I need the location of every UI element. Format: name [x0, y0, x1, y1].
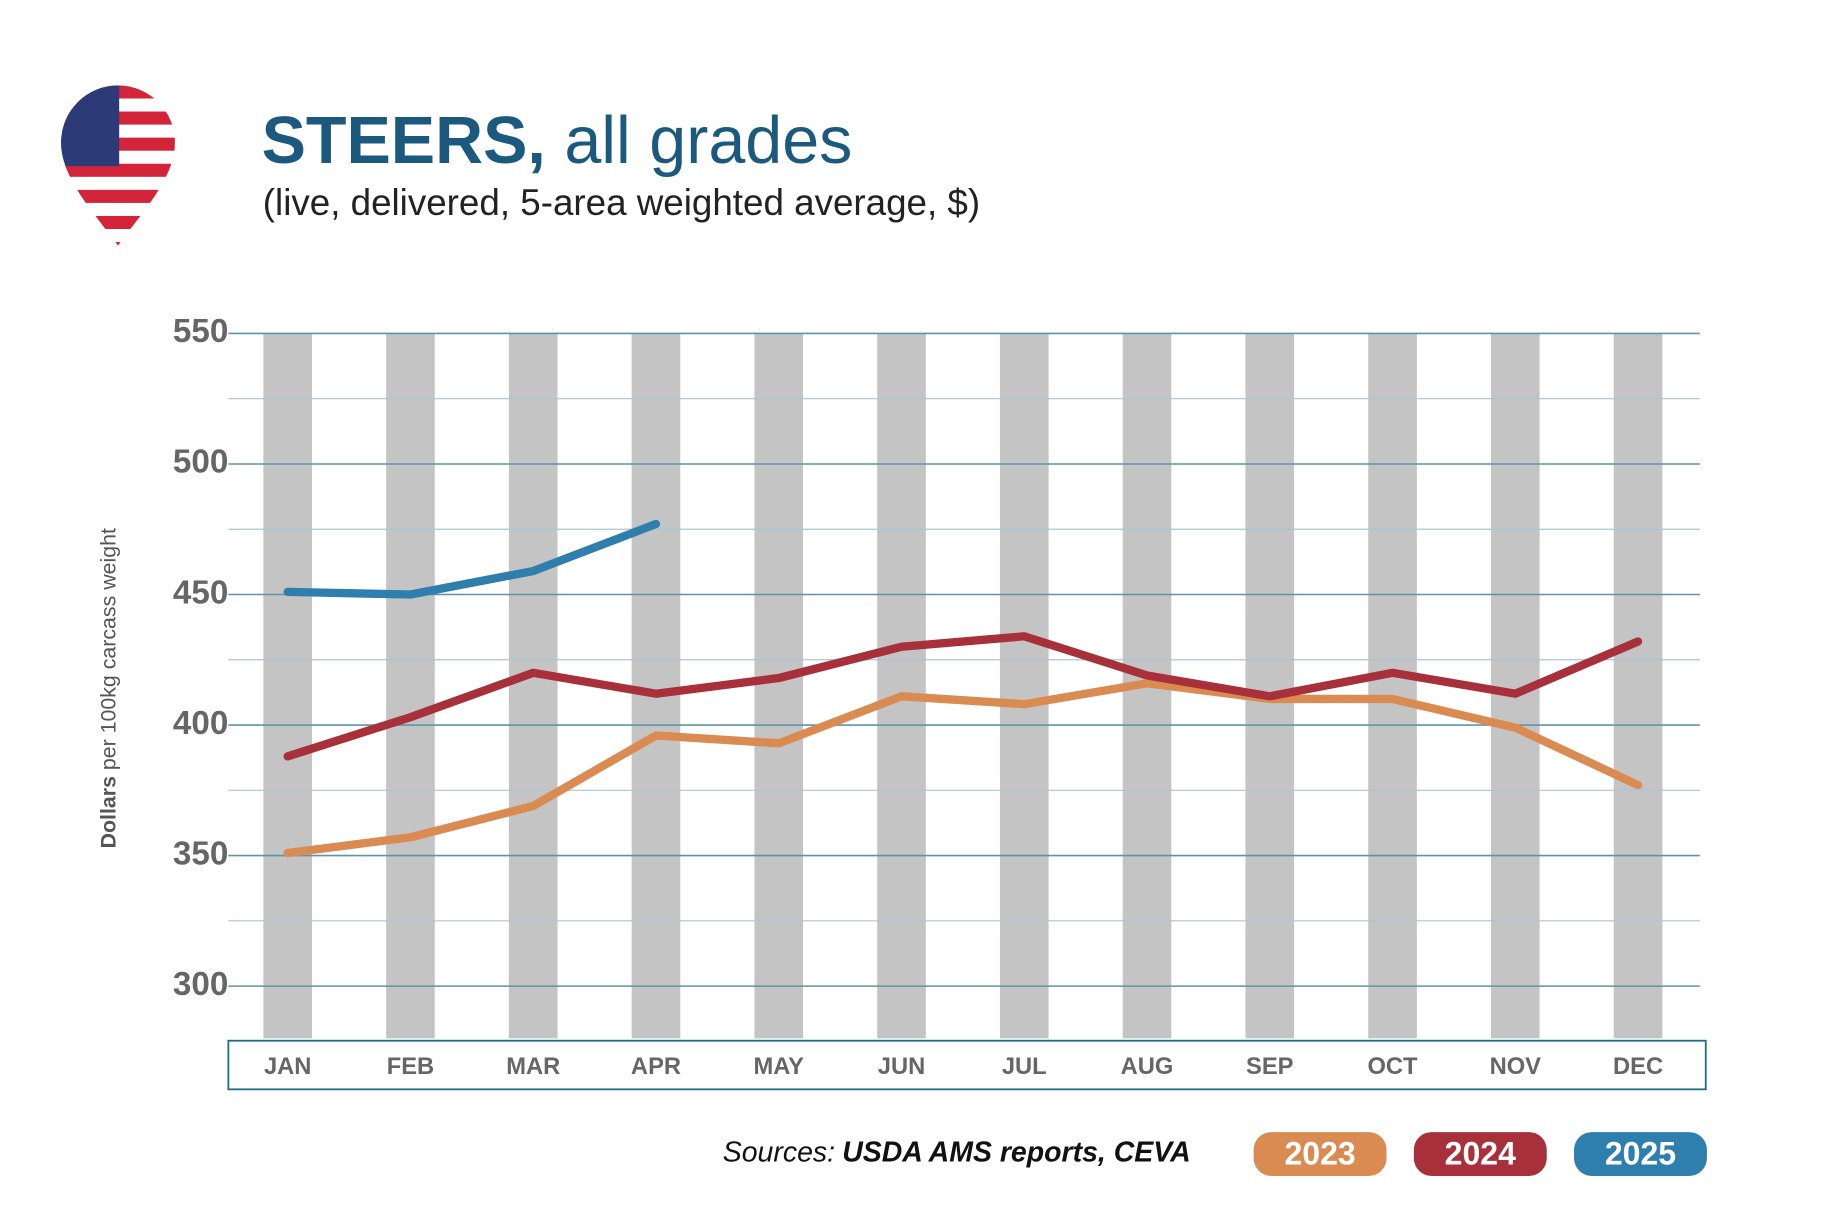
- column-band: [508, 333, 558, 1039]
- series-line: [283, 679, 1643, 858]
- chart-subtitle: (live, delivered, 5-area weighted averag…: [263, 182, 980, 223]
- legend-swatch: [1413, 1132, 1547, 1176]
- column-band: [877, 333, 926, 1039]
- x-tick-label: MAR: [506, 1054, 560, 1080]
- x-tick-label: NOV: [1490, 1054, 1542, 1080]
- x-tick-label: JAN: [264, 1054, 311, 1080]
- source-text: USDA AMS reports, CEVA: [842, 1136, 1191, 1168]
- column-band: [1368, 333, 1417, 1039]
- title-rest: all grades: [546, 103, 853, 177]
- x-tick-label: MAY: [753, 1054, 804, 1080]
- flag-icon: [61, 85, 175, 246]
- x-axis-box: [227, 1039, 1707, 1091]
- legend-label: 2023: [1284, 1135, 1355, 1171]
- column-band: [631, 333, 681, 1039]
- title-bold: STEERS,: [262, 103, 546, 177]
- y-tick-label: 400: [173, 705, 228, 742]
- x-tick-label: FEB: [387, 1054, 434, 1080]
- x-tick-label: JUN: [878, 1054, 925, 1080]
- chart-title: STEERS, all grades: [262, 103, 853, 177]
- y-tick-label: 500: [173, 444, 228, 481]
- column-band: [1245, 333, 1295, 1039]
- y-label-rest: per 100kg carcass weight: [96, 528, 120, 776]
- column-band: [1613, 333, 1663, 1039]
- x-tick-label: OCT: [1367, 1054, 1418, 1080]
- y-label-bold: Dollars: [96, 776, 120, 848]
- legend-swatch: [1574, 1132, 1707, 1176]
- column-band: [386, 333, 435, 1039]
- y-tick-label: 350: [173, 835, 228, 872]
- y-axis-label: Dollars per 100kg carcass weight: [96, 528, 120, 848]
- series-line: [283, 519, 661, 599]
- source-note: Sources: USDA AMS reports, CEVA: [723, 1136, 1191, 1168]
- source-label: Sources:: [723, 1136, 835, 1168]
- column-band: [754, 333, 804, 1039]
- x-tick-label: SEP: [1246, 1054, 1294, 1080]
- y-tick-label: 450: [173, 574, 228, 611]
- x-tick-label: JUL: [1002, 1054, 1047, 1080]
- y-tick-label: 300: [173, 966, 228, 1003]
- x-tick-label: AUG: [1121, 1054, 1174, 1080]
- y-tick-label: 550: [173, 313, 228, 350]
- series-line: [283, 632, 1643, 761]
- legend-label: 2024: [1445, 1135, 1516, 1171]
- x-tick-label: DEC: [1613, 1054, 1663, 1080]
- column-band: [999, 333, 1049, 1039]
- legend-swatch: [1253, 1132, 1387, 1176]
- legend-label: 2025: [1605, 1135, 1676, 1171]
- column-band: [263, 333, 313, 1039]
- x-tick-label: APR: [631, 1054, 681, 1080]
